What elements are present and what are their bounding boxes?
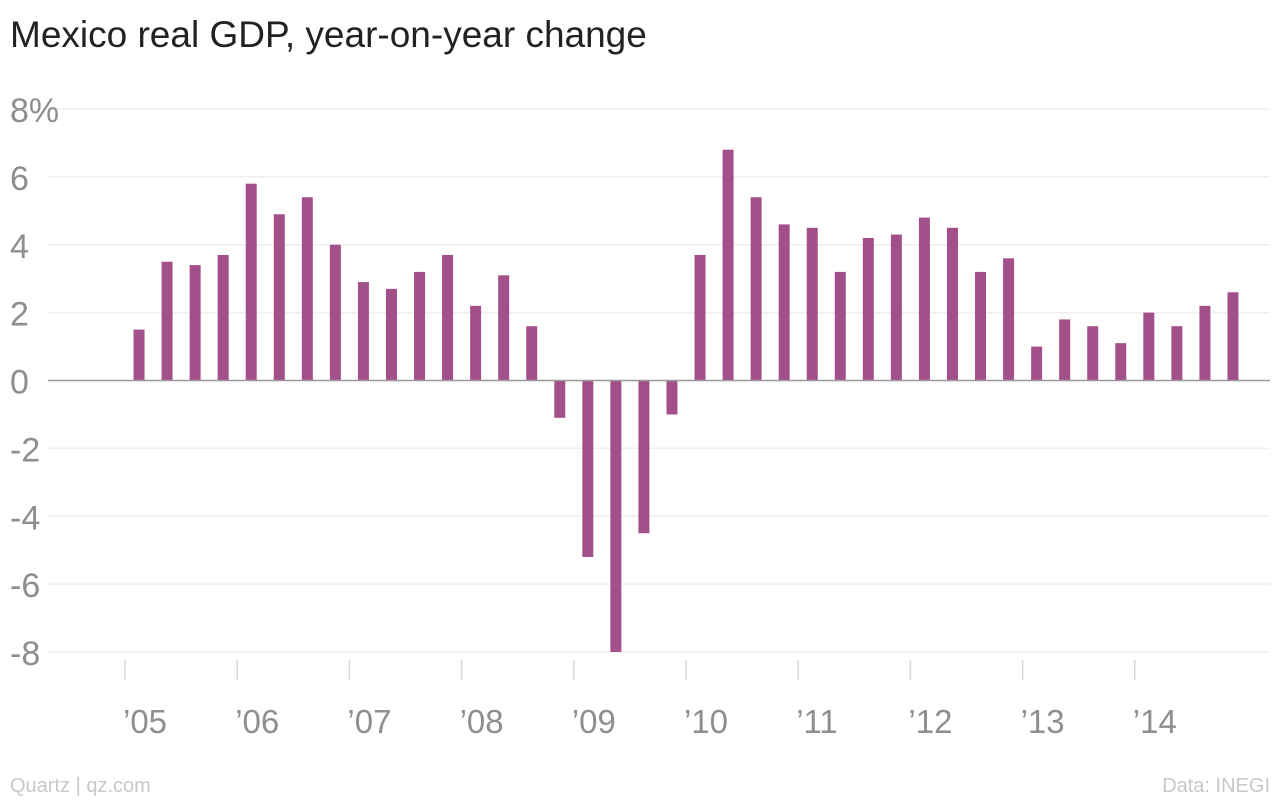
bar: [806, 227, 818, 381]
x-tick-label: ’06: [235, 703, 279, 740]
bar: [1003, 258, 1015, 381]
x-tick-label: ’09: [572, 703, 616, 740]
bar: [1143, 312, 1155, 381]
bar: [666, 380, 678, 415]
x-tick-label: ’07: [347, 703, 391, 740]
x-tick-label: ’13: [1021, 703, 1065, 740]
bar: [778, 224, 790, 381]
y-tick-label: -2: [10, 431, 40, 469]
bar: [385, 288, 397, 381]
x-tick-label: ’14: [1133, 703, 1177, 740]
x-tick-label: ’10: [684, 703, 728, 740]
x-axis-ticks: ’05 ’06 ’07 ’08 ’09 ’10 ’11 ’12 ’13 ’14: [123, 660, 1177, 740]
bar: [1031, 346, 1043, 381]
bar: [526, 326, 538, 381]
bar: [554, 380, 566, 418]
bar: [217, 254, 229, 381]
bar: [1115, 343, 1127, 381]
x-tick-label: ’08: [460, 703, 504, 740]
bar: [750, 197, 762, 381]
bar: [470, 305, 482, 381]
x-tick-label: ’11: [796, 703, 838, 740]
bar: [414, 271, 426, 381]
bar: [1199, 305, 1211, 381]
bar: [1227, 292, 1239, 381]
y-tick-label: 8%: [10, 92, 59, 130]
bar: [498, 275, 510, 381]
x-tick-label: ’12: [908, 703, 952, 740]
bar: [161, 261, 173, 381]
y-tick-label: 2: [10, 296, 29, 334]
bar: [862, 237, 874, 381]
bar: [582, 380, 594, 557]
y-tick-label: 4: [10, 228, 29, 266]
bar: [357, 282, 369, 381]
bar: [975, 271, 987, 381]
bar: [918, 217, 930, 381]
bar: [946, 227, 958, 381]
bar: [694, 254, 706, 381]
bar: [189, 265, 201, 381]
bar: [1059, 319, 1071, 381]
bar: [301, 197, 313, 381]
bar: [273, 214, 285, 381]
y-tick-label: -4: [10, 499, 40, 537]
bar: [1171, 326, 1183, 381]
bars: [133, 149, 1239, 652]
y-axis-tick-labels: 8% 6 4 2 0 -2 -4 -6 -8: [10, 92, 59, 673]
y-tick-label: -8: [10, 635, 40, 673]
y-tick-label: 0: [10, 364, 29, 402]
credit-text: Quartz | qz.com: [10, 775, 151, 797]
bar: [890, 234, 902, 381]
bar: [722, 149, 734, 381]
bar: [442, 254, 454, 381]
bar: [329, 244, 341, 381]
bar: [610, 380, 622, 652]
y-tick-label: 6: [10, 160, 29, 198]
source-text: Data: INEGI: [1162, 775, 1270, 797]
bar: [133, 329, 145, 381]
x-tick-label: ’05: [123, 703, 167, 740]
y-tick-label: -6: [10, 567, 40, 605]
chart-title: Mexico real GDP, year-on-year change: [10, 14, 647, 55]
bar: [638, 380, 650, 534]
bar: [834, 271, 846, 381]
bar: [245, 183, 257, 381]
bar: [1087, 326, 1099, 381]
